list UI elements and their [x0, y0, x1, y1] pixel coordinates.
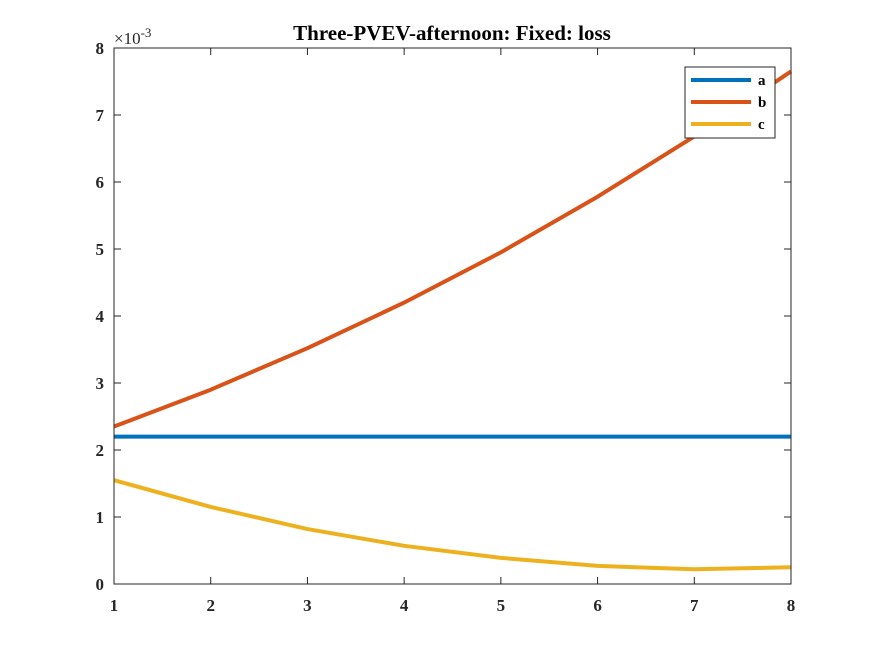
y-tick-label: 0 — [96, 575, 105, 594]
chart-title: Three-PVEV-afternoon: Fixed: loss — [293, 21, 611, 45]
y-tick-label: 8 — [96, 39, 105, 58]
x-tick-label: 3 — [303, 596, 312, 615]
legend-label-c: c — [758, 117, 765, 133]
legend[interactable]: abc — [684, 66, 776, 139]
legend-label-a: a — [758, 73, 766, 89]
series-layer — [113, 69, 793, 572]
y-tick-labels: 0 1 2 3 4 5 6 7 8 — [96, 39, 105, 594]
plot-area — [114, 48, 791, 584]
y-tick-label: 5 — [96, 240, 105, 259]
y-tick-label: 6 — [96, 173, 105, 192]
x-tick-label: 5 — [497, 596, 506, 615]
axes-box — [113, 47, 792, 585]
x-tick-label: 7 — [690, 596, 699, 615]
y-tick-label: 4 — [96, 307, 105, 326]
x-tick-label: 1 — [110, 596, 119, 615]
x-tick-labels: 1 2 3 4 5 6 7 8 — [110, 596, 796, 615]
x-tick-label: 4 — [400, 596, 409, 615]
y-tick-label: 3 — [96, 374, 105, 393]
y-tick-label: 2 — [96, 441, 105, 460]
x-tick-label: 6 — [593, 596, 602, 615]
x-tick-label: 2 — [206, 596, 215, 615]
series-line-b — [113, 69, 793, 429]
series-line-c — [113, 478, 792, 572]
y-tick-label: 7 — [96, 106, 105, 125]
y-exponent-base: ×10 — [114, 29, 141, 48]
x-tick-label: 8 — [787, 596, 796, 615]
y-exponent-power: -3 — [141, 25, 152, 40]
legend-label-b: b — [758, 95, 766, 111]
y-tick-label: 1 — [96, 508, 105, 527]
y-axis-exponent-label: ×10-3 — [114, 25, 151, 48]
